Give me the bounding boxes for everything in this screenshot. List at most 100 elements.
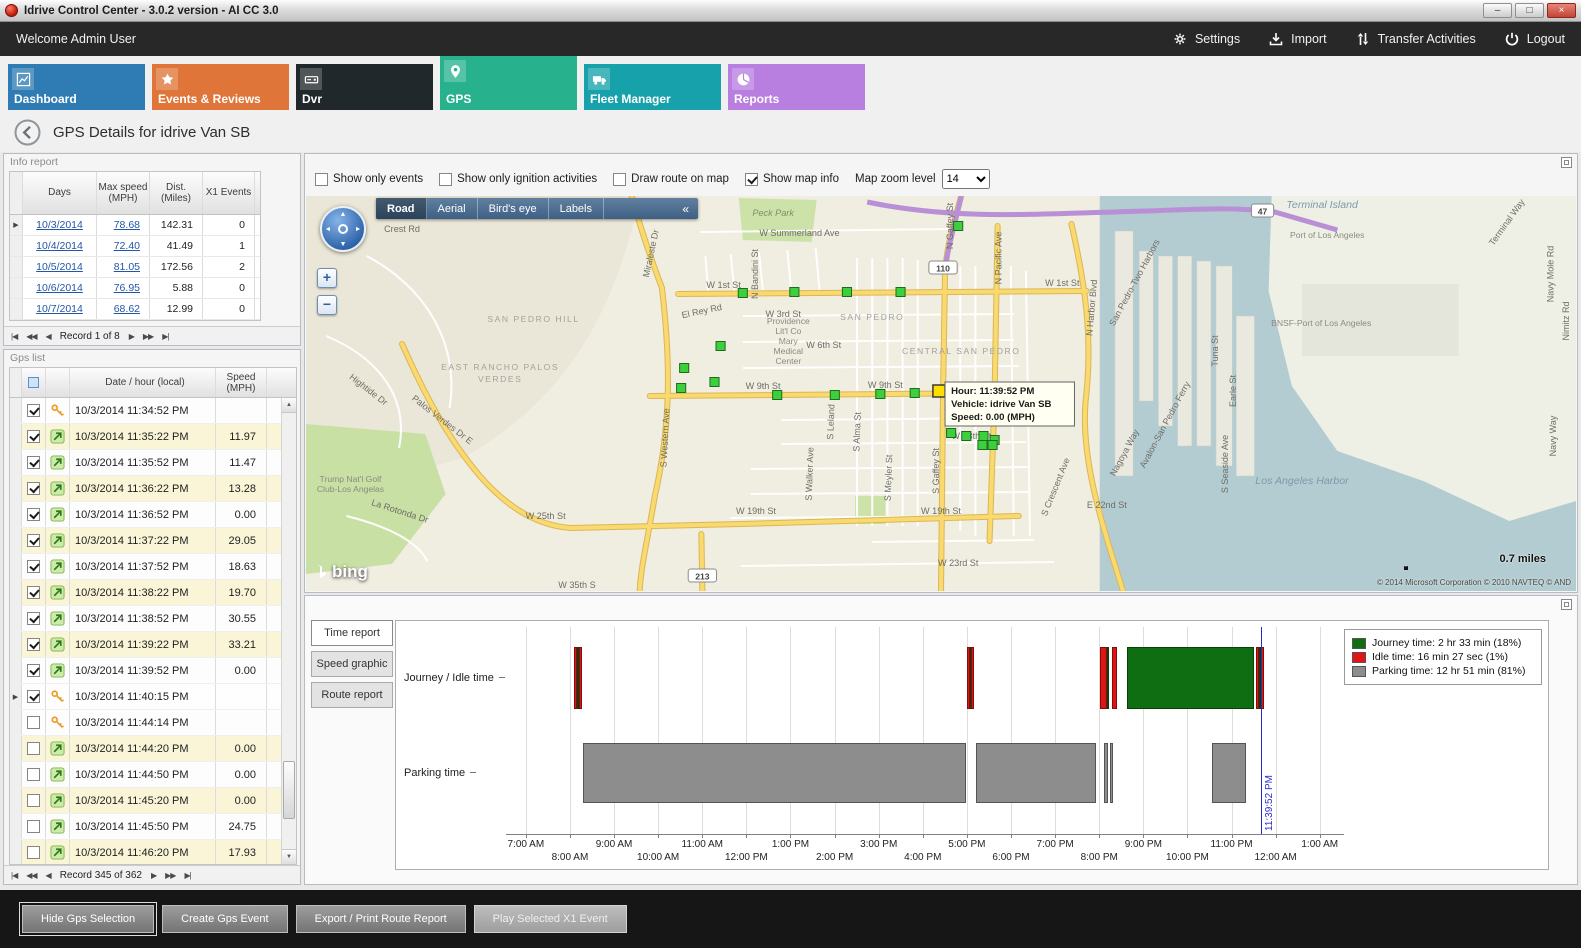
collapse-map-bar-button[interactable]: « [682,201,689,216]
info-report-row[interactable]: ▶ 10/3/2014 78.68 142.31 0 [10,215,260,236]
tab-route-report[interactable]: Route report [311,682,393,708]
export-print-route-report-button[interactable]: Export / Print Route Report [295,905,466,933]
gps-marker[interactable] [946,428,957,438]
gps-marker[interactable] [977,440,988,450]
selected-gps-marker[interactable] [932,384,946,398]
bing-logo[interactable]: bing [316,562,368,582]
info-report-row[interactable]: 10/7/2014 68.62 12.99 0 [10,299,260,320]
column-header-max-speed[interactable]: Max speed (MPH) [97,172,150,214]
column-header-days[interactable]: Days [23,172,97,214]
row-checkbox[interactable] [27,820,40,833]
column-header-dist[interactable]: Dist. (Miles) [150,172,203,214]
gps-row[interactable]: 10/3/2014 11:35:22 PM 11.97 [10,424,281,450]
map-option-checkbox[interactable] [744,172,758,186]
map-zoom-select[interactable]: 14 [941,169,990,189]
scroll-up-button[interactable]: ▲ [282,398,296,413]
gps-marker[interactable] [709,377,720,387]
gps-row[interactable]: 10/3/2014 11:44:14 PM [10,710,281,736]
day-link[interactable]: 10/5/2014 [36,261,83,273]
maximize-button[interactable]: □ [1515,3,1544,18]
minimize-button[interactable]: – [1483,3,1512,18]
day-link[interactable]: 10/7/2014 [36,303,83,315]
gps-row[interactable]: 10/3/2014 11:39:22 PM 33.21 [10,632,281,658]
gps-row[interactable]: 10/3/2014 11:46:20 PM 17.93 [10,840,281,864]
map-view[interactable]: Crest Rd Peck Park W Summerland Ave N Bandi… [306,196,1576,591]
map-option-checkbox[interactable] [315,172,328,186]
gps-marker[interactable] [737,288,748,298]
row-checkbox[interactable] [27,560,40,573]
gps-row[interactable]: 10/3/2014 11:44:50 PM 0.00 [10,762,281,788]
gps-marker[interactable] [841,287,853,297]
gps-row[interactable]: 10/3/2014 11:37:22 PM 29.05 [10,528,281,554]
row-checkbox[interactable] [27,716,40,729]
map-compass-control[interactable]: ▲ ▲ ▲ ▲ [320,206,366,252]
map-option-checkbox[interactable] [613,172,627,186]
gps-row[interactable]: 10/3/2014 11:34:52 PM [10,398,281,424]
gps-marker[interactable] [961,431,972,441]
next-record-button[interactable]: ▶ [150,870,157,880]
hide-gps-selection-button[interactable]: Hide Gps Selection [18,902,158,936]
gps-row[interactable]: 10/3/2014 11:38:22 PM 19.70 [10,580,281,606]
tab-dvr[interactable]: Dvr [296,64,433,110]
first-record-button[interactable]: |◀ [11,331,18,341]
back-button[interactable] [14,119,41,146]
gps-row[interactable]: 10/3/2014 11:45:50 PM 24.75 [10,814,281,840]
play-selected-x1-event-button[interactable]: Play Selected X1 Event [473,905,627,933]
row-checkbox[interactable] [27,534,40,547]
max-speed-link[interactable]: 76.95 [113,282,140,294]
info-report-row[interactable]: 10/4/2014 72.40 41.49 1 [10,236,260,257]
prev-record-button[interactable]: ◀ [45,870,52,880]
gps-marker[interactable] [987,440,998,450]
prev-page-button[interactable]: ◀◀ [26,331,37,341]
pan-north-icon[interactable]: ▲ [339,211,347,218]
expand-chart-panel-button[interactable] [1561,599,1572,610]
tab-speed-graphic[interactable]: Speed graphic [311,651,393,677]
first-record-button[interactable]: |◀ [11,870,18,880]
max-speed-link[interactable]: 72.40 [113,240,140,252]
next-page-button[interactable]: ▶▶ [165,870,176,880]
column-header-speed[interactable]: Speed (MPH) [216,368,267,397]
gps-row[interactable]: 10/3/2014 11:44:20 PM 0.00 [10,736,281,762]
expand-map-panel-button[interactable] [1561,157,1572,168]
map-style-labels[interactable]: Labels [549,198,604,219]
create-gps-event-button[interactable]: Create Gps Event [162,905,288,933]
day-link[interactable]: 10/6/2014 [36,282,83,294]
gps-marker[interactable] [772,390,783,400]
tab-dashboard[interactable]: Dashboard [8,64,145,110]
tab-events[interactable]: Events & Reviews [152,64,289,110]
zoom-out-button[interactable]: − [317,295,337,315]
select-all-icon[interactable] [28,377,39,388]
row-checkbox[interactable] [27,586,40,599]
gps-marker[interactable] [679,363,690,373]
next-page-button[interactable]: ▶▶ [142,331,154,341]
max-speed-link[interactable]: 68.62 [113,303,140,315]
menu-item-logout[interactable]: Logout [1504,31,1565,47]
gps-marker[interactable] [909,388,920,398]
row-checkbox[interactable] [27,508,40,521]
max-speed-link[interactable]: 81.05 [113,261,140,273]
menu-item-import[interactable]: Import [1268,31,1327,47]
column-header-datetime[interactable]: Date / hour (local) [70,368,216,397]
info-report-row[interactable]: 10/6/2014 76.95 5.88 0 [10,278,260,299]
pan-east-icon[interactable]: ▲ [354,225,362,233]
row-checkbox[interactable] [27,612,40,625]
gps-row[interactable]: 10/3/2014 11:38:52 PM 30.55 [10,606,281,632]
scroll-down-button[interactable]: ▼ [282,849,296,864]
pan-south-icon[interactable]: ▲ [339,240,347,247]
next-record-button[interactable]: ▶ [128,331,135,341]
row-checkbox[interactable] [27,664,40,677]
gps-row[interactable]: ▶ 10/3/2014 11:40:15 PM [10,684,281,710]
map-style-bird-s-eye[interactable]: Bird's eye [478,198,549,219]
gps-marker[interactable] [829,390,840,400]
column-header-x1-events[interactable]: X1 Events [203,172,255,214]
menu-item-settings[interactable]: Settings [1172,31,1240,47]
gps-marker[interactable] [789,287,800,297]
pan-west-icon[interactable]: ▲ [324,225,332,233]
gps-row[interactable]: 10/3/2014 11:37:52 PM 18.63 [10,554,281,580]
row-checkbox[interactable] [27,846,40,859]
row-checkbox[interactable] [27,742,40,755]
tab-fleet[interactable]: Fleet Manager [584,64,721,110]
gps-marker[interactable] [875,389,886,399]
prev-record-button[interactable]: ◀ [45,331,52,341]
gps-marker[interactable] [953,221,964,231]
